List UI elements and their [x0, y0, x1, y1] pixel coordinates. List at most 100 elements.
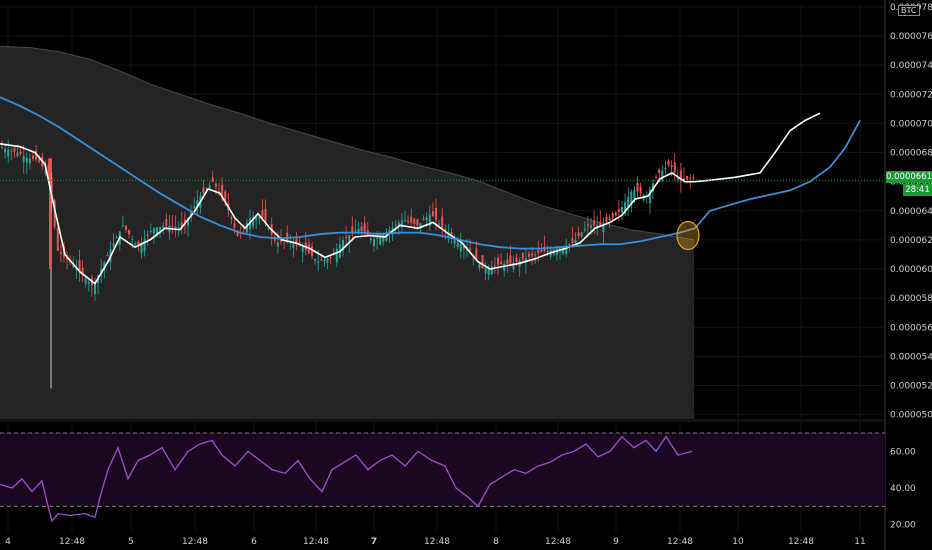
candle-body: [214, 183, 217, 187]
candle-body: [19, 151, 22, 155]
candle-body: [562, 246, 565, 254]
candle-body: [580, 232, 583, 237]
panel-separator: [0, 419, 885, 422]
candle-body: [679, 170, 682, 182]
candle-body: [617, 209, 620, 213]
candle-body: [103, 262, 106, 270]
candle-body: [521, 252, 524, 260]
candle-body: [4, 148, 7, 153]
slow-ma-line: [0, 96, 861, 250]
candle-body: [10, 150, 13, 152]
candle-body: [652, 183, 654, 192]
time-tick-label: 5: [128, 537, 134, 547]
candle-body: [261, 210, 264, 217]
candle-body: [363, 223, 366, 234]
candle-body: [255, 217, 258, 221]
candle-body: [360, 226, 363, 232]
candle-body: [208, 185, 211, 189]
candle-body: [221, 184, 224, 198]
candle-body: [596, 225, 599, 228]
candle-body: [81, 267, 84, 276]
highlight-ellipse: [676, 220, 700, 251]
candle-body: [211, 177, 214, 182]
time-tick-label: 8: [493, 537, 499, 547]
candle-body: [524, 258, 527, 263]
candle-body: [146, 234, 149, 236]
candle-body: [639, 186, 642, 194]
rsi-tick-label: 60.00: [890, 447, 916, 457]
candle-body: [106, 255, 109, 257]
candle-body: [435, 207, 437, 220]
time-tick-label: 7: [371, 537, 377, 547]
candle-body: [236, 230, 239, 237]
candle-body: [419, 223, 422, 229]
candle-body: [583, 228, 586, 231]
candle-body: [75, 268, 78, 270]
candle-body: [484, 268, 487, 274]
candle-body: [686, 176, 689, 180]
candle-body: [540, 250, 543, 253]
candle-body: [342, 239, 344, 252]
time-tick-label: 4: [5, 537, 11, 547]
candle-body: [481, 255, 484, 269]
candle-body: [44, 170, 47, 174]
candle-body: [174, 226, 177, 228]
time-tick-label: 10: [732, 537, 744, 547]
candle-body: [537, 250, 540, 254]
candle-body: [357, 228, 360, 234]
currency-badge[interactable]: BTC: [898, 5, 920, 16]
candle-body: [648, 188, 651, 204]
time-tick-label: 12:48: [424, 537, 450, 547]
candle-body: [590, 225, 592, 228]
candle-body: [394, 224, 397, 226]
candle-body: [273, 238, 276, 241]
candle-body: [444, 228, 447, 231]
candle-body: [193, 206, 196, 208]
candle-body: [78, 260, 81, 272]
candle-body: [94, 282, 96, 295]
candle-body: [149, 230, 152, 232]
candle-body: [72, 265, 75, 267]
candle-body: [156, 227, 158, 236]
time-tick-label: 12:48: [182, 537, 208, 547]
candle-body: [515, 257, 518, 262]
candle-body: [599, 221, 602, 226]
bar-countdown-tag: 28:41: [903, 184, 932, 196]
candle-body: [187, 218, 189, 226]
time-tick-label: 12:48: [545, 537, 571, 547]
last-price-tag: 0.0000661: [886, 171, 932, 183]
candle-body: [47, 164, 50, 179]
candle-body: [335, 248, 338, 263]
candle-body: [667, 160, 670, 166]
candle-body: [630, 191, 633, 206]
candle-body: [165, 219, 168, 226]
candle-body: [35, 150, 38, 160]
candle-body: [183, 219, 186, 225]
time-tick-label: 9: [613, 537, 619, 547]
candle-body: [456, 242, 459, 247]
candle-body: [32, 155, 34, 160]
candle-body: [425, 217, 428, 221]
candle-body: [329, 257, 332, 259]
candle-body: [311, 246, 313, 257]
rsi-band-fill: [0, 433, 885, 507]
candle-body: [87, 282, 90, 284]
candle-body: [121, 225, 124, 227]
candle-body: [180, 222, 183, 229]
candle-body: [397, 222, 400, 226]
candle-body: [661, 170, 664, 181]
candle-body: [317, 261, 320, 263]
candle-body: [202, 187, 205, 193]
candle-body: [140, 242, 143, 254]
candle-body: [602, 224, 605, 233]
candle-body: [493, 265, 496, 267]
candle-body: [218, 191, 220, 193]
candle-body: [56, 227, 59, 251]
candle-body: [506, 259, 509, 264]
candle-body: [391, 227, 394, 231]
